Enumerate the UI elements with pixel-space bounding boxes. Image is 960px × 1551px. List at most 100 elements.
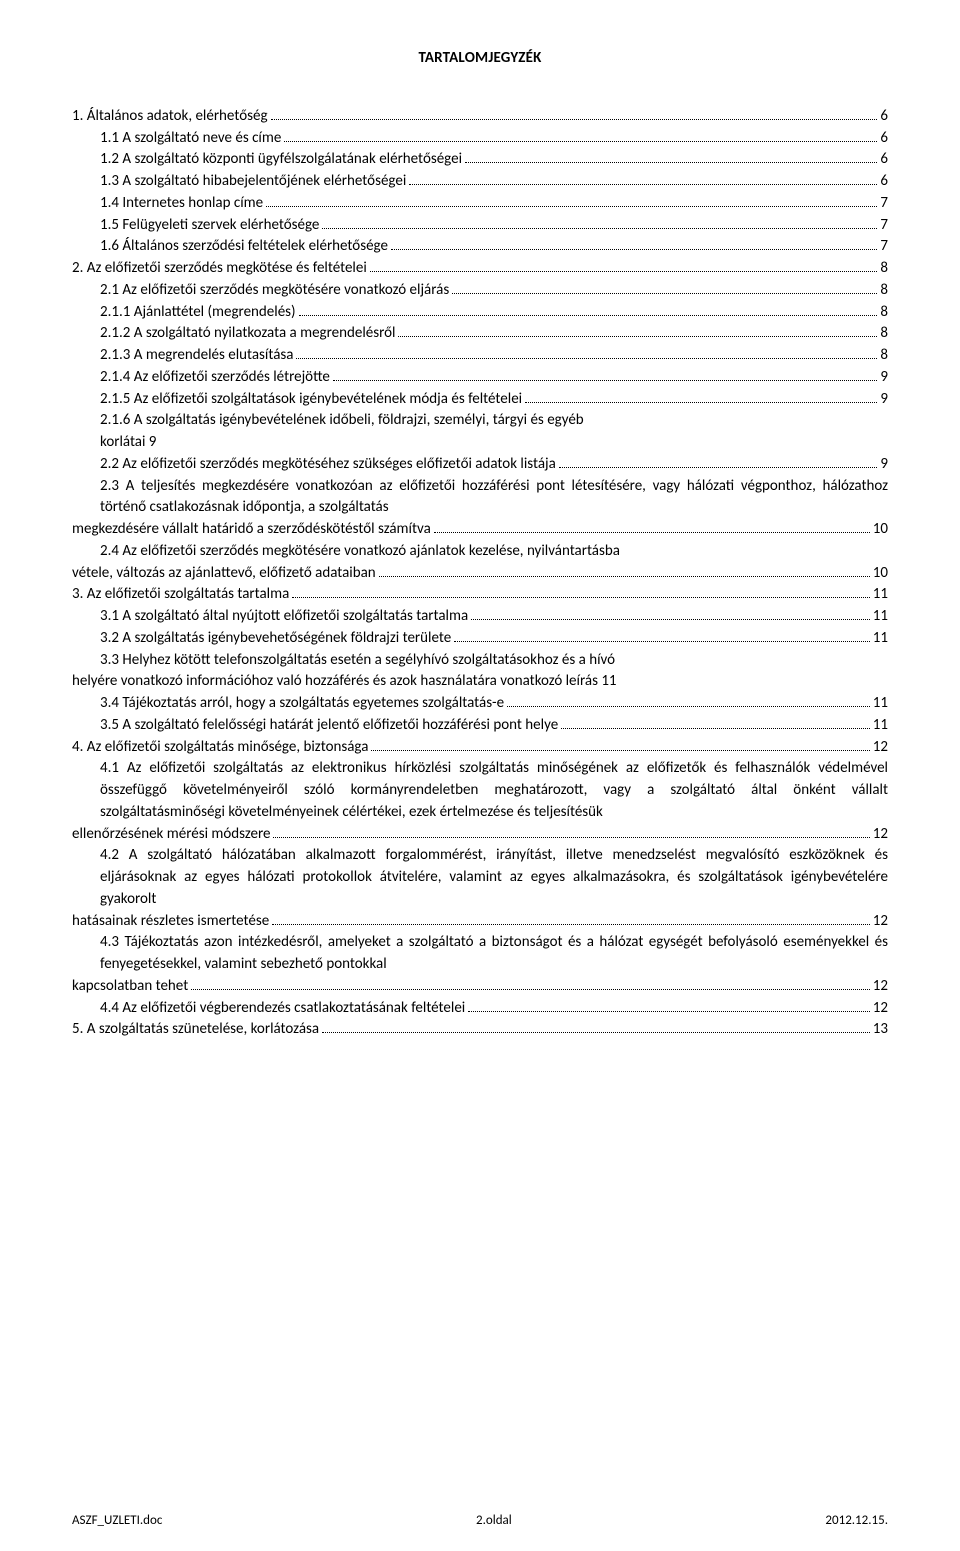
toc-entry-text: hatásainak részletes ismertetése	[72, 911, 269, 933]
toc-entry-text: 4.4 Az előfizetői végberendezés csatlako…	[100, 998, 465, 1020]
footer-right: 2012.12.15.	[825, 1512, 888, 1531]
toc-entry: 2.2 Az előfizetői szerződés megkötéséhez…	[72, 454, 888, 476]
toc-leader-dots	[452, 293, 877, 294]
toc-entry-page: 8	[880, 345, 888, 367]
toc-entry: kapcsolatban tehet 12	[72, 976, 888, 998]
toc-entry-page: 11	[873, 715, 888, 737]
toc-entry: vétele, változás az ajánlattevő, előfize…	[72, 563, 888, 585]
toc-entry-page: 6	[880, 149, 888, 171]
toc-entry-page: 6	[880, 171, 888, 193]
toc-entry: 1. Általános adatok, elérhetőség 6	[72, 106, 888, 128]
toc-entry-page: 9	[880, 367, 888, 389]
toc-entry-text: 2.1.3 A megrendelés elutasítása	[100, 345, 293, 367]
toc-entry: 1.6 Általános szerződési feltételek elér…	[72, 236, 888, 258]
toc-entry-page: 12	[873, 911, 888, 933]
toc-entry: 2. Az előfizetői szerződés megkötése és …	[72, 258, 888, 280]
toc-leader-dots	[322, 228, 877, 229]
page-footer: ASZF_UZLETI.doc 2.oldal 2012.12.15.	[72, 1512, 888, 1531]
toc-entry: 2.1.4 Az előfizetői szerződés létrejötte…	[72, 367, 888, 389]
footer-left: ASZF_UZLETI.doc	[72, 1512, 162, 1531]
toc-entry-page: 9	[880, 389, 888, 411]
toc-entry-page: 11	[873, 606, 888, 628]
toc-entry-text: 4. Az előfizetői szolgáltatás minősége, …	[72, 737, 368, 759]
toc-entry: 3. Az előfizetői szolgáltatás tartalma 1…	[72, 584, 888, 606]
toc-entry: 4.4 Az előfizetői végberendezés csatlako…	[72, 998, 888, 1020]
toc-leader-dots	[471, 619, 870, 620]
toc-entry: 2.1.2 A szolgáltató nyilatkozata a megre…	[72, 323, 888, 345]
toc-entry-pre: 4.1 Az előfizetői szolgáltatás az elektr…	[72, 758, 888, 823]
toc-entry-page: 7	[880, 236, 888, 258]
toc-entry-text: 1.5 Felügyeleti szervek elérhetősége	[100, 215, 319, 237]
toc-entry-page: 10	[873, 563, 888, 585]
toc-leader-dots	[391, 249, 877, 250]
page-title: TARTALOMJEGYZÉK	[72, 48, 888, 70]
toc-entry-page: 12	[873, 824, 888, 846]
toc-entry-page: 8	[880, 302, 888, 324]
toc-entry: 2.1 Az előfizetői szerződés megkötésére …	[72, 280, 888, 302]
toc-entry-text: 2.1.4 Az előfizetői szerződés létrejötte	[100, 367, 330, 389]
toc-leader-dots	[454, 641, 870, 642]
toc-entry-text: 3.5 A szolgáltató felelősségi határát je…	[100, 715, 558, 737]
toc-entry-page: 11	[873, 628, 888, 650]
toc-entry: 1.2 A szolgáltató központi ügyfélszolgál…	[72, 149, 888, 171]
toc-leader-dots	[370, 271, 878, 272]
toc-entry: 5. A szolgáltatás szünetelése, korlátozá…	[72, 1019, 888, 1041]
toc-entry: 2.1.1 Ajánlattétel (megrendelés) 8	[72, 302, 888, 324]
toc-leader-dots	[272, 924, 870, 925]
toc-entry-text: 3.1 A szolgáltató által nyújtott előfize…	[100, 606, 468, 628]
toc-entry-pre: 3.3 Helyhez kötött telefonszolgáltatás e…	[72, 650, 888, 672]
toc-entry-page: 11	[873, 693, 888, 715]
toc-entry: 3.1 A szolgáltató által nyújtott előfize…	[72, 606, 888, 628]
toc-entry-pre: 4.3 Tájékoztatás azon intézkedésről, ame…	[72, 932, 888, 976]
toc-entry-pre: 2.3 A teljesítés megkezdésére vonatkozóa…	[72, 476, 888, 520]
toc-entry-page: 13	[873, 1019, 888, 1041]
toc-entry-tail: korlátai 9	[72, 432, 888, 454]
toc-leader-dots	[525, 402, 877, 403]
toc-leader-dots	[299, 315, 878, 316]
toc-entry-text: 3.2 A szolgáltatás igénybevehetőségének …	[100, 628, 451, 650]
toc-entry: 2.1.5 Az előfizetői szolgáltatások igény…	[72, 389, 888, 411]
toc-entry: megkezdésére vállalt határidő a szerződé…	[72, 519, 888, 541]
toc-entry-pre: 4.2 A szolgáltató hálózatában alkalmazot…	[72, 845, 888, 910]
toc-leader-dots	[507, 706, 870, 707]
toc-entry-text: 1.6 Általános szerződési feltételek elér…	[100, 236, 388, 258]
toc-entry-text: 2.1.2 A szolgáltató nyilatkozata a megre…	[100, 323, 395, 345]
table-of-contents: 1. Általános adatok, elérhetőség 61.1 A …	[72, 106, 888, 1041]
footer-center: 2.oldal	[476, 1512, 512, 1531]
toc-entry-text: 3. Az előfizetői szolgáltatás tartalma	[72, 584, 289, 606]
toc-leader-dots	[296, 358, 877, 359]
toc-leader-dots	[434, 532, 870, 533]
toc-entry-text: 2.1.1 Ajánlattétel (megrendelés)	[100, 302, 296, 324]
toc-entry: helyére vonatkozó információhoz való hoz…	[72, 671, 888, 693]
toc-entry-text: vétele, változás az ajánlattevő, előfize…	[72, 563, 376, 585]
toc-leader-dots	[409, 184, 877, 185]
toc-entry: 1.4 Internetes honlap címe 7	[72, 193, 888, 215]
toc-entry-pre: 2.4 Az előfizetői szerződés megkötésére …	[72, 541, 888, 563]
toc-entry: 4. Az előfizetői szolgáltatás minősége, …	[72, 737, 888, 759]
toc-entry: 3.5 A szolgáltató felelősségi határát je…	[72, 715, 888, 737]
toc-entry-text: 1.4 Internetes honlap címe	[100, 193, 263, 215]
toc-entry-text: 2.2 Az előfizetői szerződés megkötéséhez…	[100, 454, 556, 476]
toc-entry-page: 8	[880, 258, 888, 280]
toc-leader-dots	[191, 989, 870, 990]
toc-entry: 3.4 Tájékoztatás arról, hogy a szolgálta…	[72, 693, 888, 715]
toc-leader-dots	[292, 597, 870, 598]
toc-entry-page: 7	[880, 193, 888, 215]
toc-entry-page: 9	[880, 454, 888, 476]
toc-leader-dots	[398, 336, 877, 337]
toc-leader-dots	[379, 576, 870, 577]
toc-leader-dots	[284, 141, 877, 142]
toc-entry-text: 2.1.5 Az előfizetői szolgáltatások igény…	[100, 389, 522, 411]
toc-entry-text: 1.1 A szolgáltató neve és címe	[100, 128, 281, 150]
toc-entry: 1.5 Felügyeleti szervek elérhetősége 7	[72, 215, 888, 237]
toc-leader-dots	[273, 837, 869, 838]
toc-entry-page: 8	[880, 280, 888, 302]
toc-entry: 2.1.3 A megrendelés elutasítása 8	[72, 345, 888, 367]
toc-entry: hatásainak részletes ismertetése 12	[72, 911, 888, 933]
toc-leader-dots	[561, 728, 870, 729]
toc-entry-text: 1. Általános adatok, elérhetőség	[72, 106, 268, 128]
toc-entry: 3.2 A szolgáltatás igénybevehetőségének …	[72, 628, 888, 650]
toc-entry-page: 6	[880, 106, 888, 128]
toc-entry: ellenőrzésének mérési módszere 12	[72, 824, 888, 846]
toc-entry-page: 10	[873, 519, 888, 541]
